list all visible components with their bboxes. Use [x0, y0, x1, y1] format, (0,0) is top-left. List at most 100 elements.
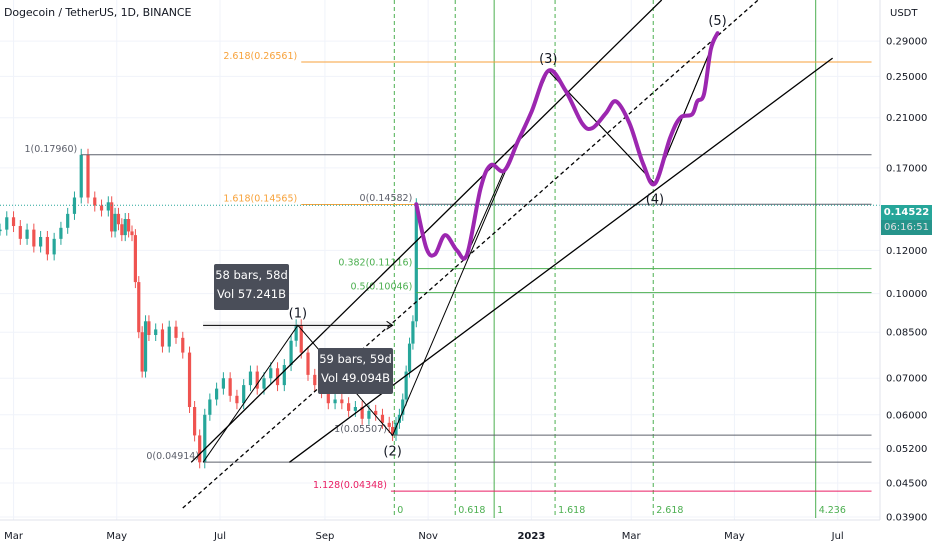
candle-body	[313, 374, 317, 386]
candle-body	[193, 407, 197, 436]
candle-body	[52, 238, 56, 255]
measure-box-1-vol: Vol 57.241B	[217, 287, 286, 301]
price-tick-label: 0.06000	[886, 410, 927, 421]
candle-body	[404, 371, 408, 400]
fib-level-label: 1.128(0.04348)	[313, 480, 387, 491]
candle-body	[333, 399, 337, 404]
candle-body	[203, 414, 207, 463]
symbol-title: Dogecoin / TetherUS, 1D, BINANCE	[4, 6, 192, 19]
measure-box-1: 58 bars, 58d Vol 57.241B	[214, 264, 289, 310]
candle-body	[255, 371, 259, 389]
currency-label: USDT	[890, 8, 918, 19]
last-price: 0.14522	[881, 205, 932, 220]
time-tick-label: Nov	[418, 531, 438, 542]
fib-level-label: 1(0.05507)	[334, 424, 387, 435]
wave-label: (2)	[383, 444, 401, 459]
candle-body	[79, 154, 83, 198]
candle-body	[130, 231, 134, 236]
price-axis-bg	[880, 0, 932, 550]
time-tick-label: 2023	[517, 531, 545, 542]
candle-body	[306, 352, 310, 375]
candle-body	[411, 321, 415, 344]
candle-body	[242, 385, 246, 404]
candle-body	[282, 365, 286, 386]
measure-arrowhead	[386, 320, 394, 330]
price-series	[0, 148, 418, 469]
fib-level-label: 1(0.17960)	[24, 144, 77, 155]
price-tick-label: 0.10000	[886, 289, 927, 300]
candle-body	[394, 422, 398, 435]
fib-level-label: 0(0.04914)	[146, 451, 199, 462]
price-tick-label: 0.08500	[886, 328, 927, 339]
candle-body	[18, 226, 22, 239]
candle-body	[401, 399, 405, 415]
candle-body	[137, 282, 141, 333]
candle-body	[116, 213, 121, 225]
fib-time-label: 1.618	[558, 505, 585, 516]
time-tick-label: Jul	[831, 531, 844, 542]
candle-body	[167, 326, 171, 347]
fib-time-label: 0.618	[458, 505, 485, 516]
channel-line	[288, 57, 834, 463]
candle-body	[289, 340, 293, 366]
price-tick-label: 0.12000	[886, 246, 927, 257]
candle-body	[11, 217, 16, 227]
candle-body	[347, 403, 351, 411]
price-tick-label: 0.29000	[886, 37, 927, 48]
candle-body	[374, 410, 378, 415]
price-axis[interactable]: 0.29000 0.25000 0.21000 0.17000 0.12000 0.100…	[879, 0, 932, 550]
fib-level-label: 2.618(0.26561)	[223, 51, 297, 62]
candle-body	[294, 325, 298, 341]
price-tick-label: 0.04500	[886, 479, 927, 490]
fib-time-label: 2.618	[656, 505, 683, 516]
wave-label: (3)	[539, 52, 557, 67]
candle-body	[99, 205, 104, 211]
wave-label: (4)	[646, 193, 664, 208]
wave-label: (5)	[708, 14, 726, 29]
candle-body	[208, 399, 212, 415]
fib-time-label: 0	[397, 505, 403, 516]
fib-level-label: 0(0.14582)	[360, 193, 413, 204]
candle-body	[45, 236, 49, 255]
candle-body	[269, 368, 273, 379]
price-tick-label: 0.21000	[886, 113, 927, 124]
time-axis[interactable]: Mar May Jul Sep Nov 2023 Mar May Jul	[0, 519, 880, 542]
candle-body	[391, 426, 395, 435]
candle-body	[299, 325, 303, 353]
fib-time-label: 4.236	[819, 505, 846, 516]
price-tick-label: 0.07000	[886, 374, 927, 385]
candle-body	[32, 229, 36, 247]
time-tick-label: May	[106, 531, 127, 542]
candle-body	[407, 343, 412, 372]
last-price-badge: 0.14522 06:16:51	[881, 205, 932, 235]
candle-body	[414, 204, 418, 322]
time-tick-label: Jul	[213, 531, 226, 542]
candle-body	[228, 378, 232, 396]
time-tick-label: Mar	[622, 531, 642, 542]
measure-box-1-bars: 58 bars, 58d	[215, 268, 288, 282]
time-tick-label: Mar	[4, 531, 24, 542]
candle-body	[262, 378, 266, 389]
candle-body	[221, 378, 225, 389]
candle-body	[367, 410, 371, 419]
candle-body	[174, 326, 178, 338]
measure-box-2-vol: Vol 49.094B	[321, 371, 390, 385]
bar-countdown: 06:16:51	[881, 220, 932, 235]
candle-body	[25, 229, 29, 239]
candle-body	[93, 197, 97, 206]
candle-body	[340, 399, 344, 404]
candle-body	[380, 414, 385, 423]
time-tick-label: May	[724, 531, 745, 542]
candle-body	[39, 236, 43, 247]
fib-level-label: 0.5(0.10046)	[350, 282, 412, 293]
candle-body	[215, 388, 219, 400]
price-tick-label: 0.05200	[886, 444, 927, 455]
candle-body	[140, 332, 144, 372]
candle-body	[143, 321, 148, 372]
projection-path	[414, 31, 720, 261]
candle-body	[187, 352, 192, 408]
candle-body	[198, 435, 202, 463]
channel-line	[182, 0, 759, 509]
measure-box-2: 59 bars, 59d Vol 49.094B	[318, 348, 393, 394]
